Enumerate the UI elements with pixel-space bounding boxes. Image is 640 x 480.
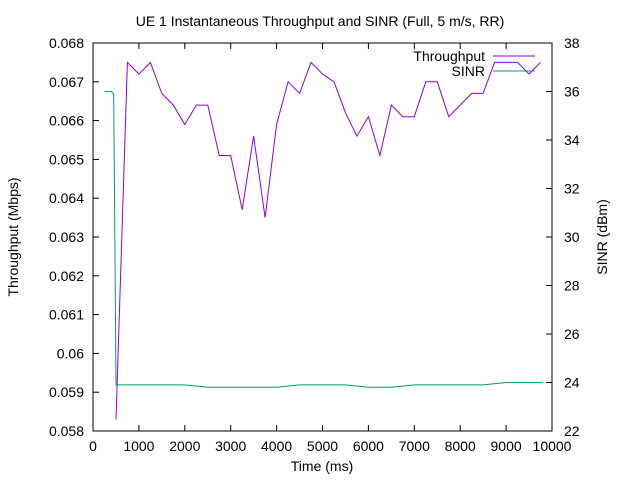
y2-tick-label: 28: [564, 278, 580, 294]
y2-tick-label: 30: [564, 229, 580, 245]
y2-tick-label: 36: [564, 84, 580, 100]
y2-tick-label: 38: [564, 35, 580, 51]
x-tick-label: 2000: [169, 438, 200, 454]
y2-tick-label: 34: [564, 132, 580, 148]
y-tick-label: 0.066: [49, 113, 84, 129]
y-tick-label: 0.059: [49, 384, 84, 400]
series-line-sinr: [104, 91, 543, 388]
y-tick-label: 0.058: [49, 423, 84, 439]
x-tick-label: 6000: [353, 438, 384, 454]
y-tick-label: 0.067: [49, 74, 84, 90]
x-tick-label: 5000: [307, 438, 338, 454]
y-axis-left: 0.058 0.059 0.06 0.061 0.062 0.063 0.064 0.065 0…: [49, 35, 99, 439]
x-tick-label: 0: [89, 438, 97, 454]
x-tick-label: 7000: [399, 438, 430, 454]
x-tick-label: 3000: [215, 438, 246, 454]
y-tick-label: 0.064: [49, 190, 84, 206]
legend-label-throughput: Throughput: [413, 48, 485, 64]
y-axis-right: 22 24 26 28 30 32 34 36 38: [546, 35, 580, 439]
chart-title: UE 1 Instantaneous Throughput and SINR (…: [136, 13, 505, 29]
y-tick-label: 0.062: [49, 268, 84, 284]
y2-tick-label: 26: [564, 326, 580, 342]
x-tick-label: 8000: [445, 438, 476, 454]
y2-tick-label: 24: [564, 375, 580, 391]
x-tick-label: 1000: [123, 438, 154, 454]
series-layer: [104, 61, 543, 420]
y2-tick-label: 32: [564, 181, 580, 197]
y-tick-label: 0.063: [49, 229, 84, 245]
y2-tick-label: 22: [564, 423, 580, 439]
x-tick-label: 9000: [491, 438, 522, 454]
y2-axis-label: SINR (dBm): [594, 199, 610, 274]
y-tick-label: 0.06: [57, 345, 84, 361]
x-axis-label: Time (ms): [291, 458, 353, 474]
x-axis: 0 1000 2000 3000 4000 5000 6000 7000 8000 9000 100…: [89, 43, 572, 454]
plot-frame: [92, 42, 553, 432]
y-tick-label: 0.068: [49, 35, 84, 51]
y-axis-label: Throughput (Mbps): [5, 177, 21, 296]
legend-label-sinr: SINR: [452, 63, 485, 79]
x-tick-label: 10000: [533, 438, 572, 454]
series-line-throughput: [115, 61, 541, 420]
x-tick-label: 4000: [261, 438, 292, 454]
y-tick-label: 0.061: [49, 307, 84, 323]
y-tick-label: 0.065: [49, 151, 84, 167]
